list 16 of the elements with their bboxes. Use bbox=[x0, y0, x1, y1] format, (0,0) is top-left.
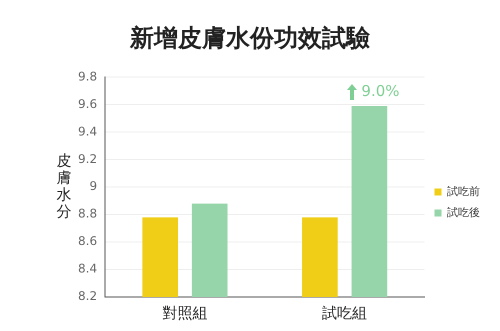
y-tick-label: 8.4 bbox=[78, 262, 98, 276]
x-tick-label: 試吃組 bbox=[322, 304, 368, 322]
chart-title: 新增皮膚水份功效試驗 bbox=[128, 23, 371, 54]
y-tick-label: 9.8 bbox=[78, 69, 98, 84]
y-tick-label: 9.4 bbox=[78, 124, 98, 138]
y-tick-label: 8.2 bbox=[78, 289, 98, 304]
y-tick-label: 8.8 bbox=[78, 206, 98, 221]
y-tick-label: 8.6 bbox=[78, 234, 98, 248]
y-tick-label: 9.2 bbox=[78, 152, 98, 166]
legend-label: 試吃前 bbox=[447, 184, 480, 198]
annotation: 9.0% bbox=[361, 82, 400, 100]
x-tick-label: 對照組 bbox=[162, 304, 208, 322]
legend-label: 試吃後 bbox=[447, 206, 480, 219]
y-tick-label: 9 bbox=[89, 179, 98, 194]
y-axis-title: 皮膚水分 bbox=[56, 151, 72, 220]
y-tick-label: 9.6 bbox=[78, 96, 98, 111]
